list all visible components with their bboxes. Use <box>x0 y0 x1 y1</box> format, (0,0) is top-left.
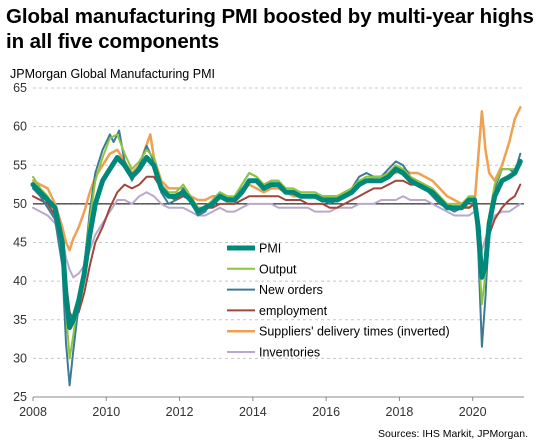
source-note: Sources: IHS Markit, JPMorgan. <box>378 428 528 440</box>
legend-label: PMI <box>259 242 281 256</box>
x-tick-label: 2018 <box>386 405 414 419</box>
x-tick-label: 2020 <box>459 405 487 419</box>
y-tick-label: 50 <box>13 197 27 211</box>
y-tick-label: 65 <box>13 81 27 95</box>
y-tick-label: 55 <box>13 158 27 172</box>
x-tick-label: 2016 <box>312 405 340 419</box>
x-tick-label: 2008 <box>19 405 47 419</box>
x-tick-label: 2012 <box>166 405 194 419</box>
series-line-inventories <box>32 191 522 279</box>
series-line-output <box>32 133 522 360</box>
y-tick-label: 60 <box>13 120 27 134</box>
y-tick-label: 40 <box>13 274 27 288</box>
y-tick-label: 35 <box>13 313 27 327</box>
y-tick-label: 30 <box>13 351 27 365</box>
y-tick-label: 25 <box>13 390 27 404</box>
legend-label: New orders <box>259 283 323 297</box>
series-lines <box>30 106 523 387</box>
legend: PMI Output New orders employment Suppliers' … <box>227 242 450 360</box>
legend-label: Output <box>259 262 297 276</box>
chart-title: Global manufacturing PMI boosted by mult… <box>6 5 534 53</box>
legend-label: Suppliers' delivery times (inverted) <box>259 325 450 339</box>
x-tick-label: 2014 <box>239 405 267 419</box>
x-axis: 2008 2010 2012 2014 2016 2018 2020 <box>19 396 524 419</box>
y-axis: 25 30 35 40 45 50 55 60 65 <box>13 81 27 404</box>
x-tick-label: 2010 <box>92 405 120 419</box>
y-tick-label: 45 <box>13 236 27 250</box>
series-line-suppliers-delivery-times-inverted <box>31 106 522 252</box>
legend-label: employment <box>259 304 328 318</box>
legend-label: Inventories <box>259 346 320 360</box>
series-line-pmi <box>30 155 523 330</box>
chart-subtitle: JPMorgan Global Manufacturing PMI <box>10 67 215 81</box>
